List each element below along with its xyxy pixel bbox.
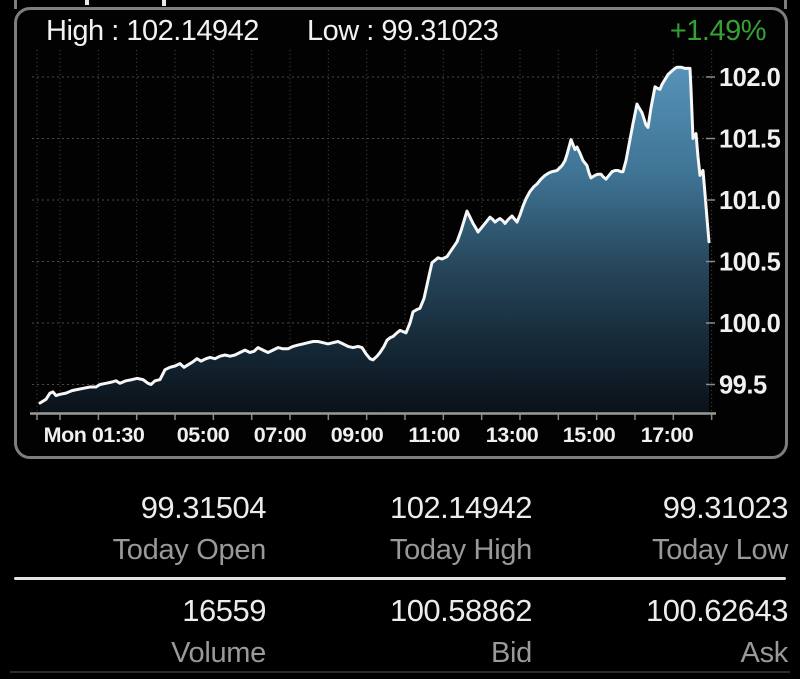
x-axis-label: 13:00 bbox=[486, 423, 539, 447]
stat-value: 100.62643 bbox=[645, 593, 789, 628]
change-percent-badge: +1.49% bbox=[669, 15, 767, 47]
y-axis-label: 102.0 bbox=[719, 64, 781, 92]
y-axis-label: 99.5 bbox=[719, 372, 767, 400]
stat-label: Volume bbox=[171, 637, 266, 669]
stat-today-high: 102.14942 Today High bbox=[389, 490, 533, 566]
high-value: 102.14942 bbox=[126, 15, 259, 47]
low-value: 99.31023 bbox=[381, 15, 499, 47]
stat-value: 99.31504 bbox=[140, 490, 267, 525]
cutoff-right-border bbox=[784, 0, 787, 9]
stat-label: Today High bbox=[389, 534, 532, 566]
cutoff-left-border bbox=[14, 0, 17, 9]
x-axis-label: 17:00 bbox=[641, 423, 694, 447]
header-low: Low : 99.31023 bbox=[307, 15, 499, 48]
area-fill bbox=[40, 67, 709, 413]
x-axis-label: 09:00 bbox=[331, 423, 384, 447]
header-high: High : 102.14942 bbox=[46, 15, 259, 48]
stat-label: Today Open bbox=[112, 534, 267, 566]
stat-value: 99.31023 bbox=[662, 490, 789, 525]
y-axis-label: 101.0 bbox=[719, 187, 781, 215]
stat-label: Ask bbox=[740, 637, 789, 669]
bottom-divider bbox=[10, 671, 790, 673]
high-label: High : bbox=[46, 15, 119, 47]
stat-label: Bid bbox=[490, 637, 532, 669]
stat-bid: 100.58862 Bid bbox=[389, 593, 533, 669]
x-axis-label: 05:00 bbox=[177, 423, 230, 447]
cutoff-text-remnant bbox=[85, 0, 89, 5]
x-axis-label: 11:00 bbox=[408, 423, 460, 447]
cutoff-top-row bbox=[0, 0, 800, 9]
y-axis-label: 101.5 bbox=[719, 126, 781, 154]
y-axis-label: 100.5 bbox=[719, 249, 781, 277]
stat-value: 100.58862 bbox=[389, 593, 533, 628]
x-axis-label: 07:00 bbox=[254, 423, 307, 447]
stat-value: 102.14942 bbox=[389, 490, 533, 525]
stat-today-open: 99.31504 Today Open bbox=[112, 490, 267, 566]
stat-volume: 16559 Volume bbox=[171, 593, 266, 669]
x-axis-label: Mon 01:30 bbox=[44, 423, 145, 447]
stat-label: Today Low bbox=[652, 534, 788, 566]
stats-divider bbox=[14, 577, 786, 580]
low-label: Low : bbox=[307, 15, 374, 47]
price-line bbox=[38, 65, 711, 405]
stat-ask: 100.62643 Ask bbox=[645, 593, 789, 669]
cutoff-text-remnant bbox=[162, 0, 166, 6]
stat-today-low: 99.31023 Today Low bbox=[652, 490, 788, 566]
x-axis-label: 15:00 bbox=[563, 423, 616, 447]
y-axis-label: 100.0 bbox=[719, 310, 781, 338]
stat-value: 16559 bbox=[182, 593, 266, 628]
price-chart-plot[interactable]: 102.0 101.5 101.0 100.5 100.0 99.5 Mon 01:30 05… bbox=[0, 0, 800, 475]
